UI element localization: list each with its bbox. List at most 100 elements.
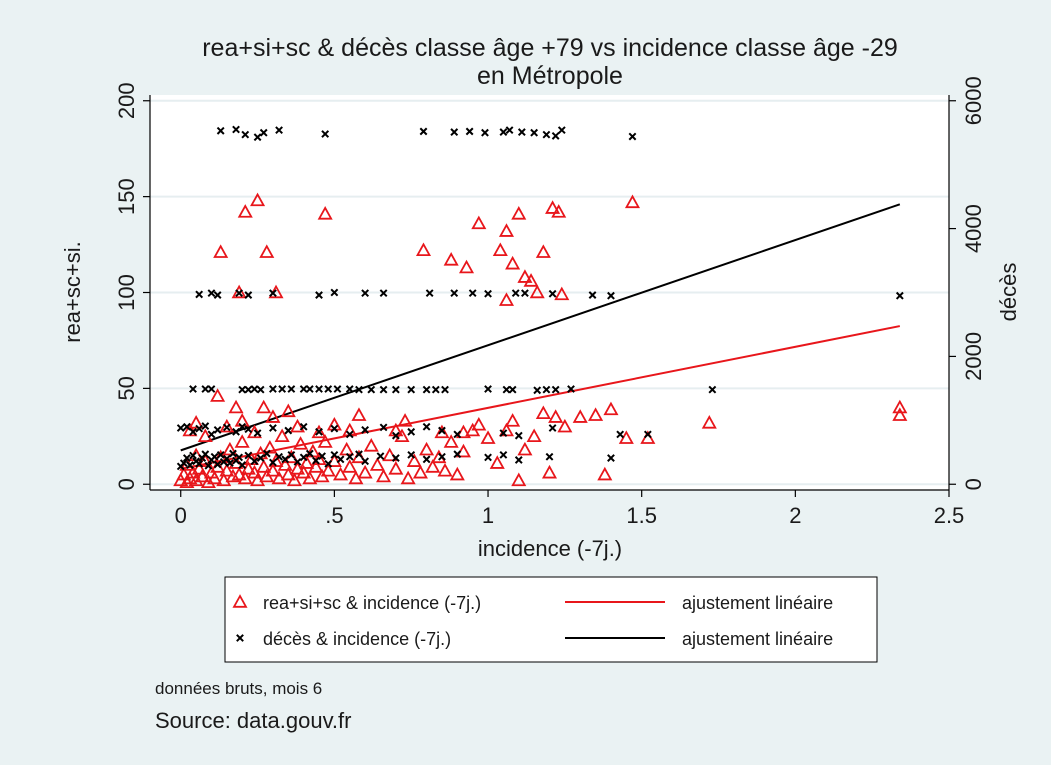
deces-point <box>189 427 197 436</box>
rea-point <box>425 459 441 473</box>
deces-point <box>333 385 342 393</box>
deces-point <box>275 126 283 135</box>
deces-point <box>216 126 225 135</box>
deces-point <box>465 127 474 136</box>
deces-point <box>269 289 277 298</box>
data-points <box>173 125 908 489</box>
rea-point <box>274 428 290 443</box>
deces-point <box>293 457 302 466</box>
rea-point <box>588 407 604 421</box>
deces-point <box>315 427 323 436</box>
deces-point <box>499 128 508 136</box>
fit-line <box>180 325 901 470</box>
x-tick-label: .5 <box>325 503 343 528</box>
rea-point <box>188 472 204 487</box>
deces-point <box>256 385 265 394</box>
rea-point <box>526 428 542 443</box>
rea-point <box>554 286 570 301</box>
deces-point <box>262 449 271 458</box>
y-left-tick-label: 50 <box>114 376 139 400</box>
rea-point <box>182 422 198 437</box>
deces-point <box>238 422 247 431</box>
rea-point <box>268 453 284 467</box>
rea-point <box>262 439 278 454</box>
deces-point <box>367 385 376 394</box>
deces-point <box>195 290 204 299</box>
deces-point <box>299 422 308 431</box>
rea-point <box>363 438 379 452</box>
deces-point <box>210 452 219 461</box>
deces-point <box>318 452 326 461</box>
deces-point <box>379 289 388 298</box>
deces-point <box>315 385 323 393</box>
deces-point <box>213 291 222 299</box>
deces-point <box>299 453 308 462</box>
rea-point <box>492 242 508 257</box>
deces-point <box>312 456 320 465</box>
deces-point <box>450 128 459 136</box>
deces-point <box>207 289 216 298</box>
rea-point <box>572 409 588 423</box>
deces-point <box>204 461 213 470</box>
y-left-axis-label: rea+sc+si. <box>60 241 85 343</box>
deces-point <box>511 289 520 298</box>
rea-point <box>892 407 908 421</box>
deces-point <box>232 125 240 134</box>
deces-point <box>330 450 339 459</box>
deces-point <box>438 426 446 435</box>
deces-point <box>548 424 557 432</box>
x-axis-label: incidence (-7j.) <box>478 536 622 561</box>
rea-point <box>480 430 496 444</box>
rea-point <box>412 464 428 479</box>
deces-point <box>542 130 551 139</box>
deces-point <box>336 455 345 464</box>
rea-point <box>210 388 226 402</box>
x-tick-label: 2.5 <box>934 503 965 528</box>
deces-point <box>324 459 333 468</box>
deces-point <box>643 430 652 439</box>
deces-point <box>238 385 247 394</box>
x-tick-label: 0 <box>175 503 187 528</box>
rea-point <box>523 273 539 287</box>
rea-point <box>213 244 229 258</box>
deces-point <box>557 126 566 135</box>
deces-point <box>407 450 416 459</box>
legend-x-marker <box>236 634 244 642</box>
rea-point <box>624 194 641 209</box>
legend-label-fit-rea: ajustement linéaire <box>682 593 833 613</box>
rea-point <box>369 457 385 471</box>
rea-point <box>191 461 207 475</box>
y-right-axis-label: décès <box>996 263 1021 322</box>
rea-point <box>437 462 453 477</box>
rea-point <box>271 470 287 485</box>
rea-point <box>207 470 223 485</box>
y-right-tick-label: 0 <box>961 478 986 490</box>
deces-point <box>182 422 191 431</box>
deces-point <box>235 453 244 462</box>
deces-point <box>225 459 234 468</box>
y-left-tick-label: 0 <box>114 478 139 490</box>
deces-point <box>508 385 517 394</box>
deces-point <box>287 450 296 459</box>
deces-point <box>299 385 308 393</box>
deces-point <box>324 385 333 393</box>
deces-point <box>422 422 431 431</box>
deces-point <box>505 126 514 135</box>
deces-point <box>321 130 330 138</box>
deces-point <box>468 289 477 298</box>
deces-point <box>269 385 277 393</box>
rea-point <box>311 451 327 466</box>
rea-point <box>548 409 564 423</box>
rea-point <box>296 464 312 479</box>
legend-box <box>224 576 878 663</box>
rea-point <box>237 204 253 218</box>
deces-point <box>244 451 253 460</box>
chart-title: rea+si+sc & décès classe âge +79 vs inci… <box>202 34 898 62</box>
deces-point <box>628 132 637 141</box>
rea-point <box>551 204 567 218</box>
x-tick-label: 2 <box>789 503 801 528</box>
deces-point <box>425 289 434 298</box>
deces-point <box>345 452 354 461</box>
y-right-tick-label: 4000 <box>961 204 986 253</box>
